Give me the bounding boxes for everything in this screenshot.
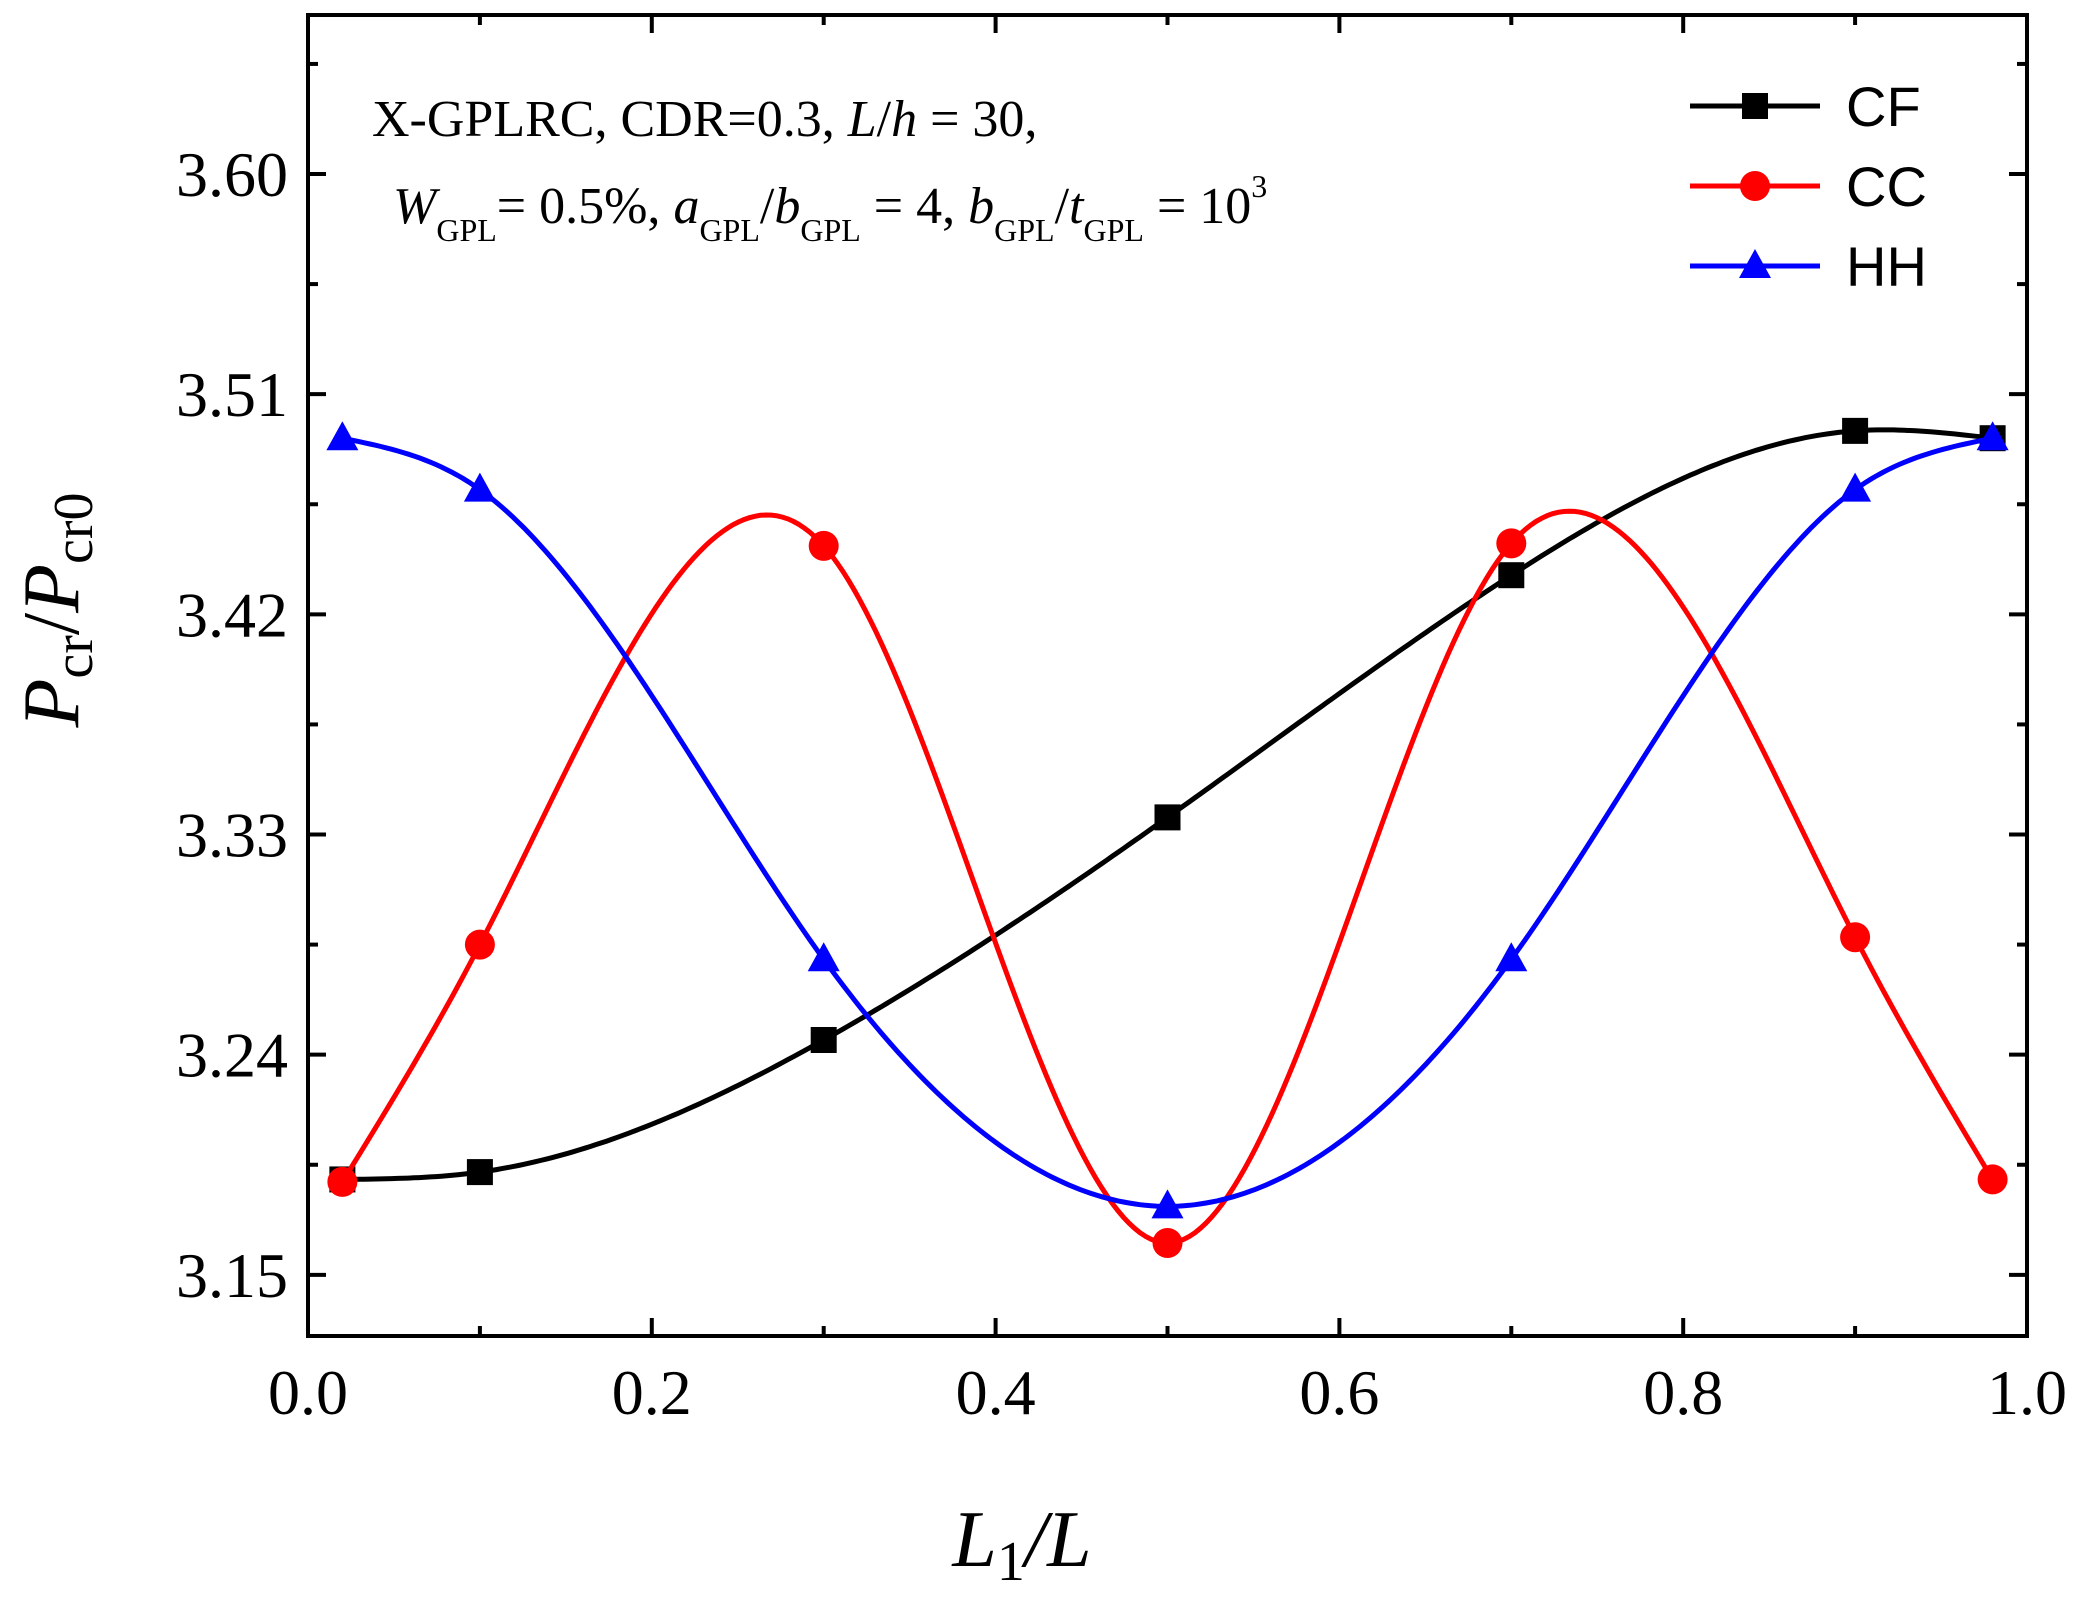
legend-marker-cf [1742, 93, 1768, 119]
annotation-line-1: X-GPLRC, CDR=0.3, L/h = 30, [372, 91, 1037, 148]
y-axis-title: Pcr/Pcr0 [8, 492, 105, 728]
data-point-cc [327, 1166, 358, 1197]
legend-marker-cc [1740, 171, 1770, 201]
annotation-line-2: WGPL= 0.5%, aGPL/bGPL = 4, bGPL/tGPL = 1… [393, 168, 1267, 248]
data-point-cc [464, 929, 495, 960]
series-layer [326, 417, 2009, 1259]
x-tick-label: 0.2 [612, 1357, 692, 1428]
data-point-cc [1977, 1164, 2008, 1195]
data-point-cc [1840, 922, 1871, 953]
data-point-hh [463, 472, 496, 502]
data-point-hh [1976, 421, 2009, 451]
data-point-cc [808, 530, 839, 561]
y-tick-label: 3.33 [176, 800, 288, 871]
data-point-cf [1498, 562, 1525, 589]
data-point-cf [810, 1026, 837, 1053]
y-tick-label: 3.42 [176, 579, 288, 650]
series-line-cc [340, 508, 1995, 1246]
data-point-hh [1495, 942, 1528, 972]
data-point-cf [466, 1159, 493, 1186]
y-tick-label: 3.60 [176, 139, 288, 210]
legend-marker-hh [1739, 249, 1771, 278]
x-tick-label: 1.0 [1987, 1357, 2067, 1428]
data-point-hh [326, 421, 359, 451]
legend-label-hh: HH [1846, 235, 1927, 298]
data-point-cc [1152, 1228, 1183, 1259]
data-point-cf [1842, 417, 1869, 444]
legend: CF CC HH [1690, 75, 1927, 298]
ticks-layer: 0.0 0.2 0.4 0.6 0.8 1.0 3.15 3.24 3.33 3.42 3.51 3.… [176, 15, 2067, 1428]
x-tick-label: 0.4 [956, 1357, 1036, 1428]
data-point-cf [1154, 804, 1181, 831]
x-axis-title: L1/L [951, 1496, 1091, 1593]
x-tick-label: 0.0 [268, 1357, 348, 1428]
y-tick-label: 3.51 [176, 359, 288, 430]
data-point-hh [1839, 472, 1872, 502]
y-tick-label: 3.24 [176, 1020, 288, 1091]
x-tick-label: 0.6 [1299, 1357, 1379, 1428]
data-point-hh [1151, 1189, 1184, 1219]
y-tick-label: 3.15 [176, 1240, 288, 1311]
x-tick-label: 0.8 [1643, 1357, 1723, 1428]
data-point-hh [807, 942, 840, 972]
legend-label-cc: CC [1846, 155, 1927, 218]
data-point-cc [1496, 528, 1527, 559]
legend-label-cf: CF [1846, 75, 1921, 138]
